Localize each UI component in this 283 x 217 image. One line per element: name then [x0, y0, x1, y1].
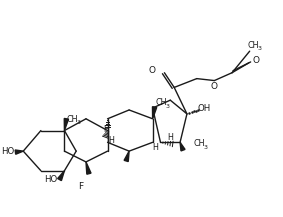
- Polygon shape: [180, 142, 185, 151]
- Text: O: O: [253, 56, 260, 66]
- Text: CH: CH: [67, 115, 78, 124]
- Polygon shape: [58, 171, 65, 181]
- Text: HO: HO: [44, 175, 57, 184]
- Text: 3: 3: [165, 104, 170, 108]
- Text: F: F: [78, 182, 84, 191]
- Text: H: H: [167, 133, 173, 142]
- Text: 3: 3: [76, 120, 80, 125]
- Polygon shape: [64, 118, 68, 131]
- Text: H: H: [109, 136, 114, 145]
- Text: HO: HO: [1, 147, 14, 156]
- Text: CH: CH: [248, 41, 259, 50]
- Polygon shape: [86, 162, 91, 174]
- Text: OH: OH: [198, 104, 211, 112]
- Text: O: O: [211, 82, 218, 91]
- Text: H: H: [104, 125, 110, 134]
- Polygon shape: [153, 107, 157, 119]
- Polygon shape: [15, 150, 23, 154]
- Text: H: H: [153, 143, 158, 152]
- Text: 3: 3: [203, 145, 208, 150]
- Text: CH: CH: [194, 139, 205, 148]
- Text: 3: 3: [258, 46, 261, 51]
- Polygon shape: [124, 151, 129, 162]
- Text: O: O: [149, 66, 156, 75]
- Text: CH: CH: [156, 98, 167, 107]
